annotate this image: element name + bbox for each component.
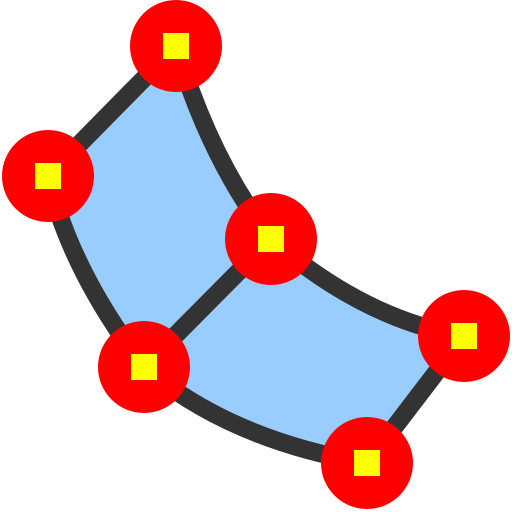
node-center-square — [163, 33, 189, 59]
node-left — [2, 130, 94, 222]
node-center-square — [35, 163, 61, 189]
node-top — [130, 0, 222, 92]
node-right — [418, 290, 510, 382]
node-center-square — [258, 226, 284, 252]
node-center-square — [131, 354, 157, 380]
node-center-square — [451, 323, 477, 349]
node-bottom — [321, 417, 413, 509]
node-center-square — [354, 450, 380, 476]
node-lower-left — [98, 321, 190, 413]
node-middle — [225, 193, 317, 285]
